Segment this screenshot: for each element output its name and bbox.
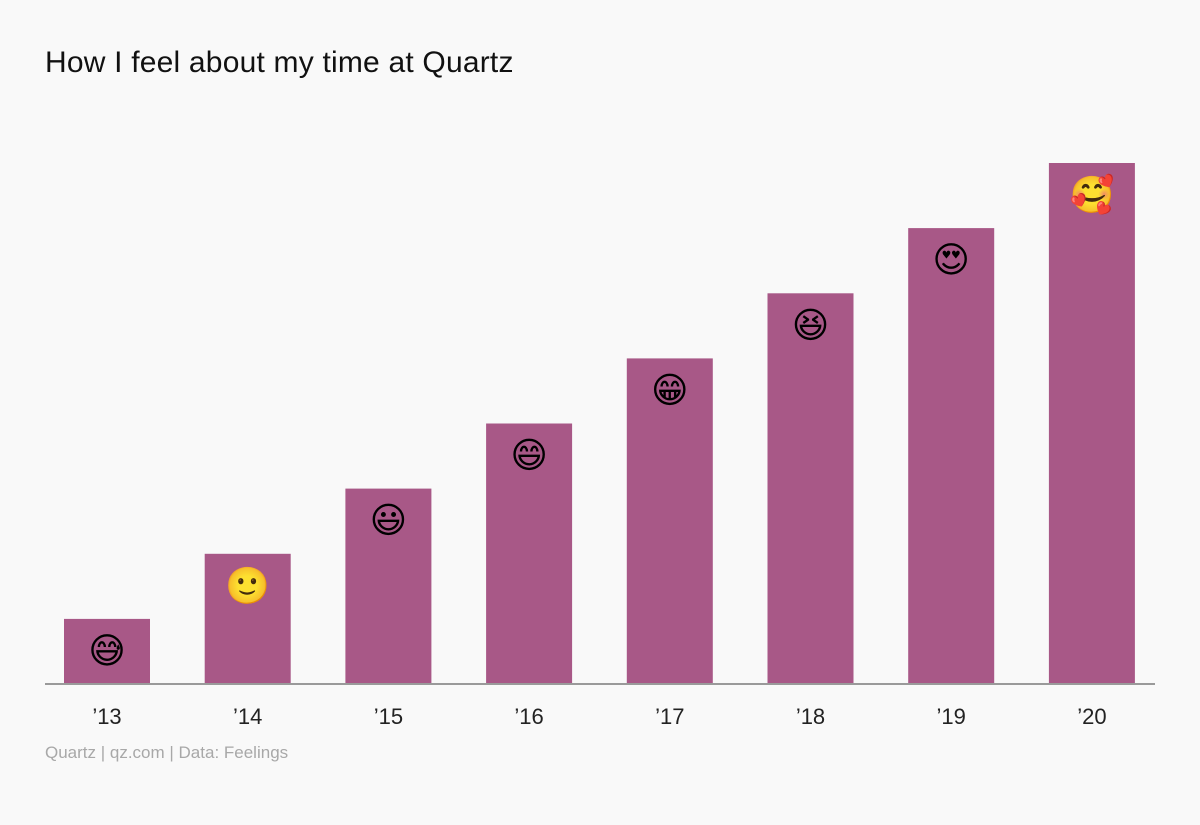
- emoji-data-label-6: 😍: [932, 239, 970, 280]
- emoji-data-label-5: 😆: [792, 304, 830, 345]
- x-axis-tick-labels: ’13 ’14 ’15 ’16 ’17 ’18 ’19 ’20: [92, 704, 1106, 729]
- bar-6: [908, 228, 995, 684]
- emoji-data-label-0: 😅: [88, 630, 126, 671]
- x-tick-label-3: ’16: [514, 704, 543, 729]
- bar-5: [767, 293, 854, 685]
- emoji-data-label-7: 🥰: [1069, 173, 1114, 215]
- bar-0: [64, 618, 150, 684]
- emoji-data-label-1: 🙂: [225, 565, 270, 606]
- x-tick-label-6: ’19: [937, 704, 966, 729]
- x-tick-label-1: ’14: [233, 704, 262, 729]
- source-note: Quartz | qz.com | Data: Feelings: [45, 743, 289, 762]
- bar-7: [1048, 163, 1135, 684]
- emoji-labels-group: 😅 🙂 😃 😄 😁 😆 😍 🥰: [88, 173, 1114, 671]
- x-tick-label-5: ’18: [796, 704, 825, 729]
- emoji-data-label-3: 😄: [510, 435, 548, 476]
- bar-4: [626, 358, 713, 684]
- emoji-data-label-2: 😃: [370, 500, 408, 541]
- bar-3: [486, 423, 573, 684]
- x-tick-label-2: ’15: [374, 704, 403, 729]
- emoji-data-label-4: 😁: [651, 369, 689, 410]
- bar-2: [345, 488, 432, 684]
- chart-title: How I feel about my time at Quartz: [45, 46, 514, 79]
- bars-group: [64, 163, 1135, 685]
- x-tick-label-0: ’13: [92, 704, 121, 729]
- bar-1: [204, 553, 291, 685]
- x-tick-label-4: ’17: [655, 704, 684, 729]
- x-tick-label-7: ’20: [1077, 704, 1106, 729]
